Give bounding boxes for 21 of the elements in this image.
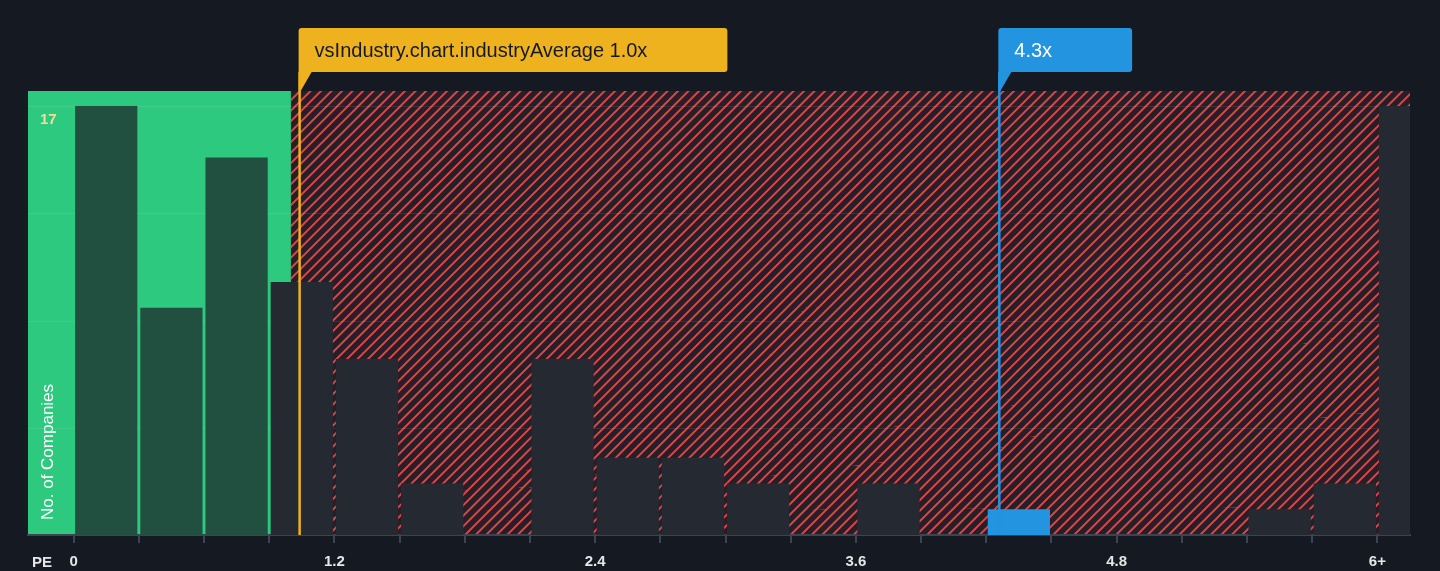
- ref-line-label: vsIndustry.chart.industryAverage 1.0x: [314, 38, 648, 61]
- x-tick-label: 3.6: [845, 552, 867, 570]
- x-tick-label: 0: [69, 552, 78, 570]
- bar: [1248, 509, 1311, 535]
- x-tick-label: 4.8: [1106, 552, 1128, 570]
- bar: [205, 157, 268, 535]
- bar: [335, 359, 399, 535]
- bar: [1313, 483, 1376, 535]
- x-tick-label: 2.4: [584, 552, 607, 570]
- bar: [270, 281, 333, 535]
- y-axis-title: No. of Companies: [37, 383, 57, 520]
- ref-line-label: 4.3x: [1014, 38, 1053, 61]
- x-axis-title: PE: [32, 553, 53, 571]
- annotation: 17: [40, 110, 57, 128]
- bar: [140, 307, 203, 535]
- bar: [857, 483, 920, 535]
- x-tick-label: 1.2: [323, 552, 345, 570]
- x-tick-label: 6+: [1368, 552, 1387, 570]
- bar: [401, 483, 464, 535]
- bar: [531, 359, 594, 535]
- bar: [75, 106, 138, 535]
